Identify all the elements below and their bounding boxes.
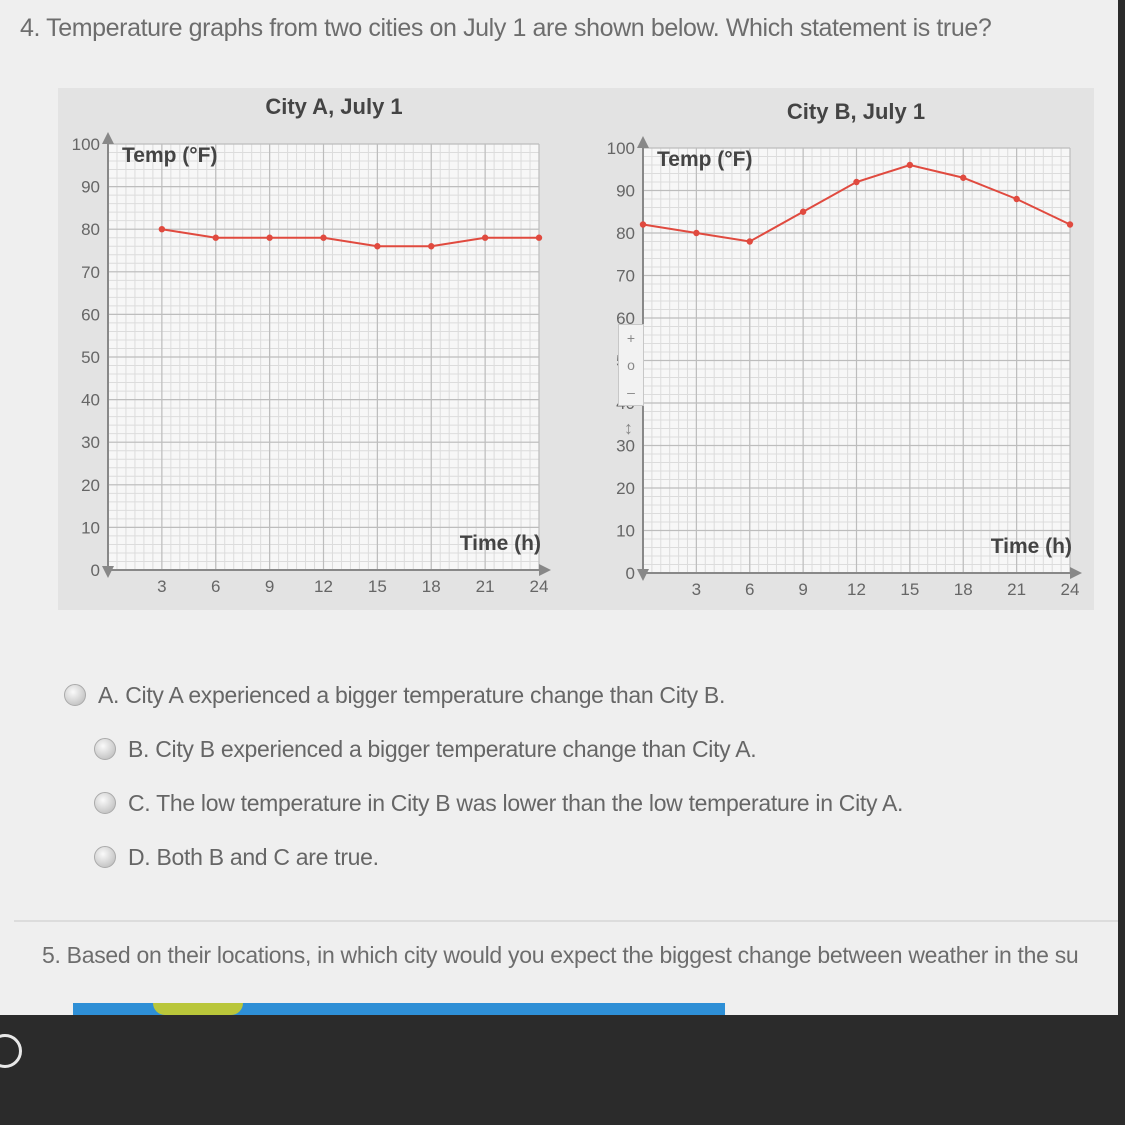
y-tick-label: 100 bbox=[72, 135, 100, 154]
y-tick-label: 90 bbox=[81, 178, 100, 197]
data-point bbox=[639, 221, 647, 228]
data-point bbox=[535, 234, 543, 241]
y-tick-label: 70 bbox=[81, 263, 100, 282]
y-tick-label: 0 bbox=[91, 561, 100, 580]
option-a-label: A. City A experienced a bigger temperatu… bbox=[98, 681, 726, 708]
y-tick-label: 0 bbox=[626, 564, 635, 583]
option-b-label: B. City B experienced a bigger temperatu… bbox=[128, 735, 757, 762]
y-axis-arrow bbox=[102, 132, 114, 144]
zoom-reset-icon[interactable]: o bbox=[627, 356, 635, 373]
zoom-in-icon[interactable]: + bbox=[626, 330, 636, 347]
quiz-page: 4. Temperature graphs from two cities on… bbox=[0, 0, 1118, 1015]
option-b[interactable]: B. City B experienced a bigger temperatu… bbox=[94, 722, 903, 776]
y-axis-arrow-down bbox=[637, 569, 649, 581]
x-tick-label: 21 bbox=[476, 577, 495, 596]
x-tick-label: 18 bbox=[954, 580, 973, 599]
x-tick-label: 15 bbox=[368, 577, 387, 596]
x-axis-arrow bbox=[539, 564, 551, 576]
radio-option-d[interactable] bbox=[94, 846, 116, 868]
y-tick-label: 10 bbox=[616, 522, 635, 541]
data-point bbox=[481, 234, 489, 241]
y-tick-label: 60 bbox=[616, 309, 635, 328]
x-tick-label: 24 bbox=[1061, 580, 1080, 599]
y-axis-label: Temp (°F) bbox=[657, 148, 753, 171]
series-line bbox=[161, 228, 539, 248]
data-point bbox=[428, 243, 435, 250]
data-point bbox=[906, 161, 914, 169]
pan-icon[interactable]: ↕ bbox=[624, 418, 633, 438]
y-tick-label: 10 bbox=[81, 518, 100, 537]
option-d-label: D. Both B and C are true. bbox=[128, 843, 379, 870]
data-point bbox=[693, 229, 700, 237]
y-tick-label: 80 bbox=[81, 220, 100, 239]
option-a[interactable]: A. City A experienced a bigger temperatu… bbox=[64, 668, 903, 722]
question-5-text: 5. Based on their locations, in which ci… bbox=[42, 942, 1079, 968]
chart-0: City A, July 1 Temp (°F) Time (h) 0 10 20 30 40… bbox=[72, 94, 551, 596]
data-point bbox=[746, 238, 753, 245]
x-tick-label: 18 bbox=[422, 577, 441, 596]
map-land-shape bbox=[153, 1003, 243, 1015]
y-tick-label: 20 bbox=[81, 476, 100, 495]
option-c-label: C. The low temperature in City B was low… bbox=[128, 789, 904, 816]
x-tick-label: 12 bbox=[314, 577, 333, 596]
y-tick-label: 100 bbox=[607, 139, 635, 158]
y-tick-label: 50 bbox=[81, 348, 100, 367]
data-point bbox=[374, 243, 381, 250]
chart-figure: City A, July 1 Temp (°F) Time (h) 0 10 20 30 40… bbox=[58, 88, 1094, 610]
x-tick-label: 24 bbox=[530, 577, 549, 596]
y-tick-label: 20 bbox=[616, 479, 635, 498]
zoom-toolbar[interactable]: + o – bbox=[618, 324, 644, 406]
x-tick-label: 21 bbox=[1007, 580, 1026, 599]
x-tick-label: 6 bbox=[745, 580, 754, 599]
y-tick-label: 60 bbox=[81, 305, 100, 324]
data-point bbox=[1066, 221, 1074, 228]
option-d[interactable]: D. Both B and C are true. bbox=[94, 830, 903, 884]
data-point bbox=[320, 234, 327, 241]
x-tick-label: 9 bbox=[798, 580, 807, 599]
y-tick-label: 30 bbox=[616, 437, 635, 456]
option-c[interactable]: C. The low temperature in City B was low… bbox=[94, 776, 903, 830]
data-point bbox=[1013, 195, 1020, 203]
x-axis-label: Time (h) bbox=[460, 532, 541, 555]
x-axis-label: Time (h) bbox=[991, 535, 1072, 558]
x-tick-label: 3 bbox=[157, 577, 166, 596]
data-point bbox=[960, 174, 967, 181]
x-tick-label: 3 bbox=[692, 580, 701, 599]
x-axis-arrow bbox=[1070, 567, 1082, 579]
question-divider bbox=[14, 920, 1118, 922]
data-point bbox=[158, 226, 166, 233]
radio-option-a[interactable] bbox=[64, 684, 86, 706]
y-tick-label: 70 bbox=[616, 267, 635, 286]
chart-title: City B, July 1 bbox=[787, 99, 925, 124]
x-tick-label: 6 bbox=[211, 577, 220, 596]
y-axis-arrow bbox=[637, 136, 649, 148]
zoom-out-icon[interactable]: – bbox=[627, 383, 635, 400]
x-tick-label: 15 bbox=[900, 580, 919, 599]
question-5-image bbox=[73, 1003, 725, 1015]
y-tick-label: 30 bbox=[81, 433, 100, 452]
radio-option-c[interactable] bbox=[94, 792, 116, 814]
x-tick-label: 12 bbox=[847, 580, 866, 599]
y-tick-label: 40 bbox=[81, 391, 100, 410]
data-point bbox=[799, 208, 807, 215]
y-axis-arrow-down bbox=[102, 566, 114, 578]
y-tick-label: 80 bbox=[616, 224, 635, 243]
chart-title: City A, July 1 bbox=[265, 94, 402, 119]
y-tick-label: 90 bbox=[616, 182, 635, 201]
taskbar-search-icon[interactable] bbox=[0, 1034, 22, 1068]
x-tick-label: 9 bbox=[265, 577, 274, 596]
y-axis-label: Temp (°F) bbox=[122, 144, 218, 167]
data-point bbox=[212, 234, 219, 241]
question-4-text: 4. Temperature graphs from two cities on… bbox=[20, 14, 992, 42]
answer-options: A. City A experienced a bigger temperatu… bbox=[60, 668, 903, 884]
data-point bbox=[853, 178, 860, 186]
data-point bbox=[266, 234, 273, 241]
radio-option-b[interactable] bbox=[94, 738, 116, 760]
